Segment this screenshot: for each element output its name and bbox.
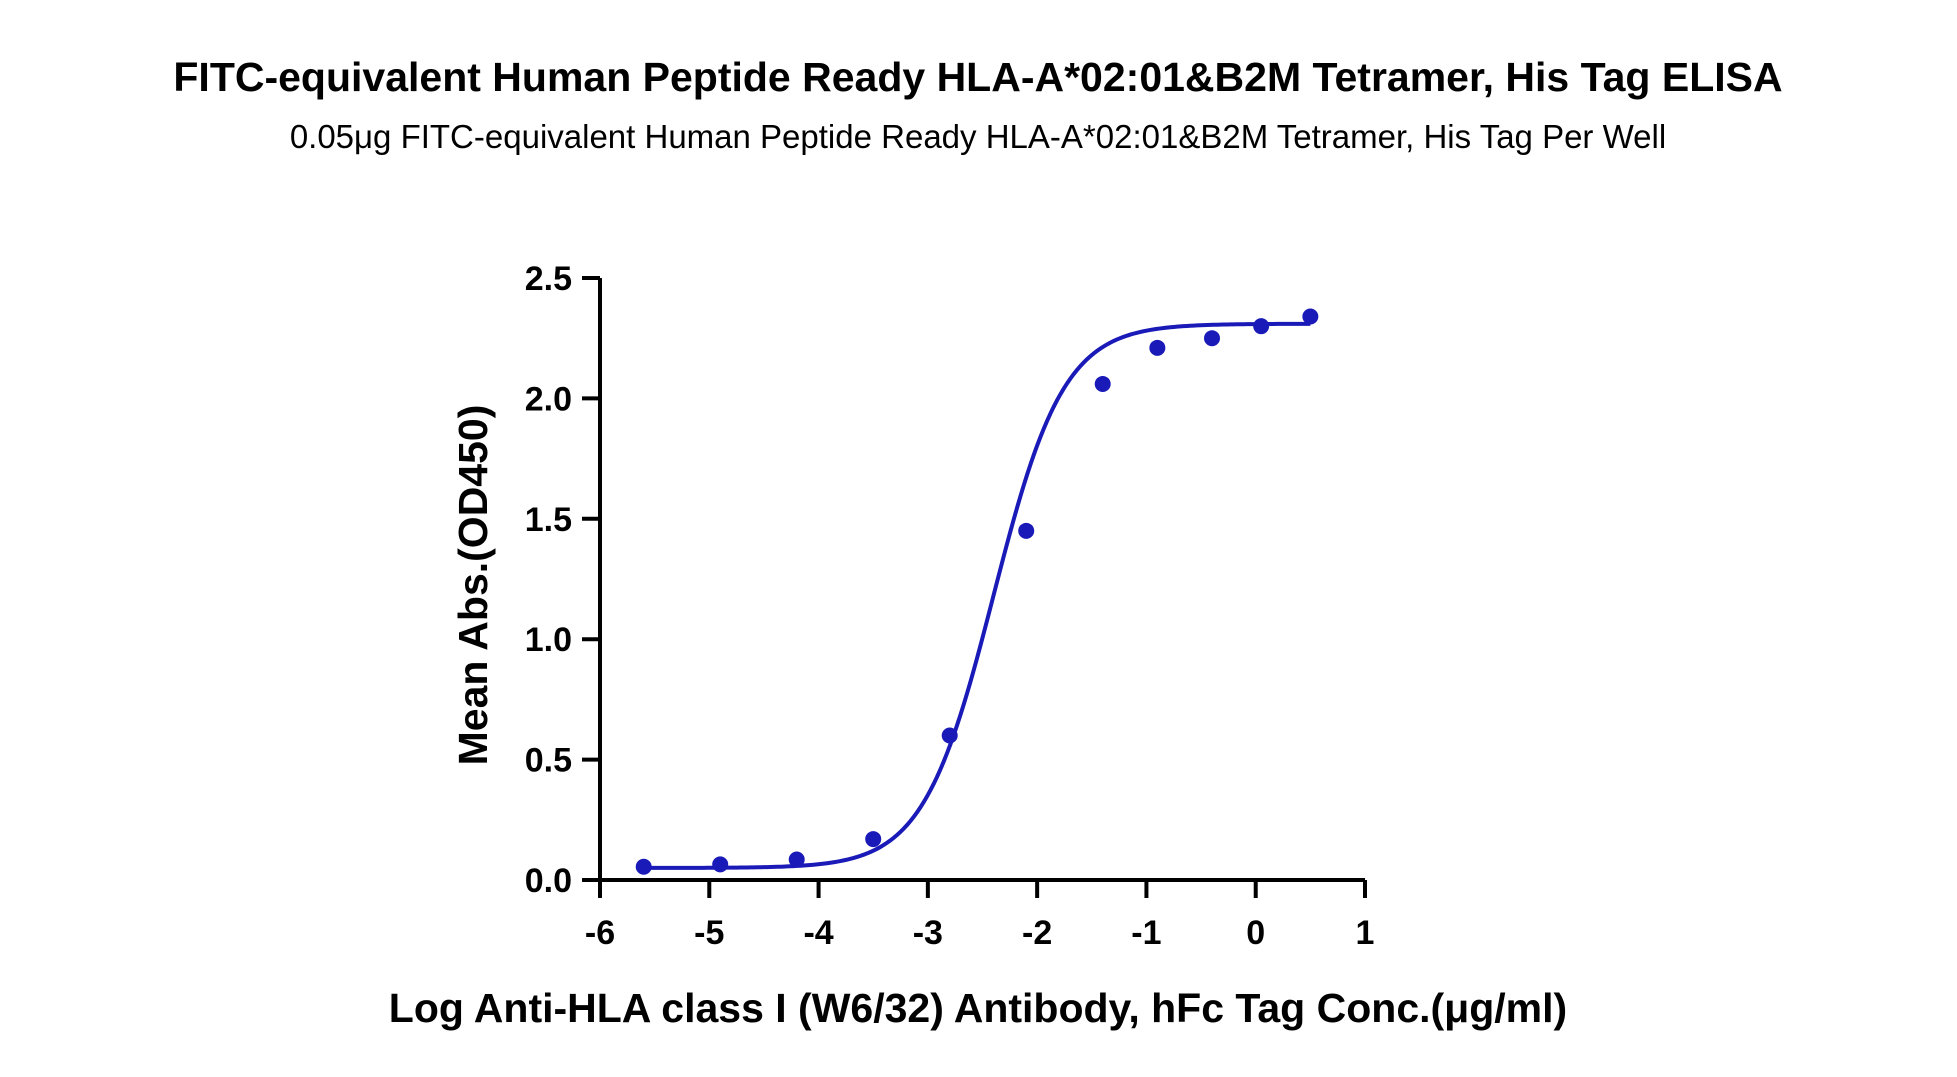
x-tick-label: -2 bbox=[1022, 914, 1052, 952]
x-tick-label: -4 bbox=[803, 914, 833, 952]
chart-title: FITC-equivalent Human Peptide Ready HLA-… bbox=[173, 54, 1782, 100]
y-tick-label: 2.0 bbox=[525, 380, 572, 418]
y-axis-label: Mean Abs.(OD450) bbox=[450, 405, 496, 766]
data-point bbox=[1149, 339, 1166, 356]
x-tick-label: -1 bbox=[1131, 914, 1161, 952]
y-tick-label: 0.5 bbox=[525, 742, 572, 780]
y-tick-label: 1.0 bbox=[525, 621, 572, 659]
data-point bbox=[941, 727, 958, 744]
data-point bbox=[1094, 375, 1111, 392]
chart-subtitle: 0.05μg FITC-equivalent Human Peptide Rea… bbox=[290, 118, 1666, 155]
x-tick-label: 1 bbox=[1356, 914, 1375, 952]
x-tick-label: 0 bbox=[1246, 914, 1265, 952]
data-point bbox=[1253, 318, 1270, 335]
plot-area: 0.0 0.5 1.0 1.5 2.0 2.5 -6 -5 -4 -3 -2 -1 0 1 bbox=[525, 260, 1375, 952]
data-point bbox=[1302, 308, 1319, 325]
x-tick-label: -3 bbox=[913, 914, 943, 952]
x-axis-label: Log Anti-HLA class I (W6/32) Antibody, h… bbox=[389, 985, 1567, 1031]
data-point bbox=[788, 851, 805, 868]
data-point bbox=[712, 856, 729, 873]
data-point bbox=[1018, 522, 1035, 539]
x-tick-label: -6 bbox=[585, 914, 615, 952]
fit-curve bbox=[643, 321, 1311, 870]
x-tick-label: -5 bbox=[694, 914, 724, 952]
y-tick-label: 0.0 bbox=[525, 862, 572, 900]
data-point bbox=[635, 858, 652, 875]
data-point bbox=[1204, 330, 1220, 347]
data-point bbox=[865, 831, 882, 848]
y-tick-label: 1.5 bbox=[525, 501, 572, 539]
y-tick-label: 2.5 bbox=[525, 260, 572, 298]
